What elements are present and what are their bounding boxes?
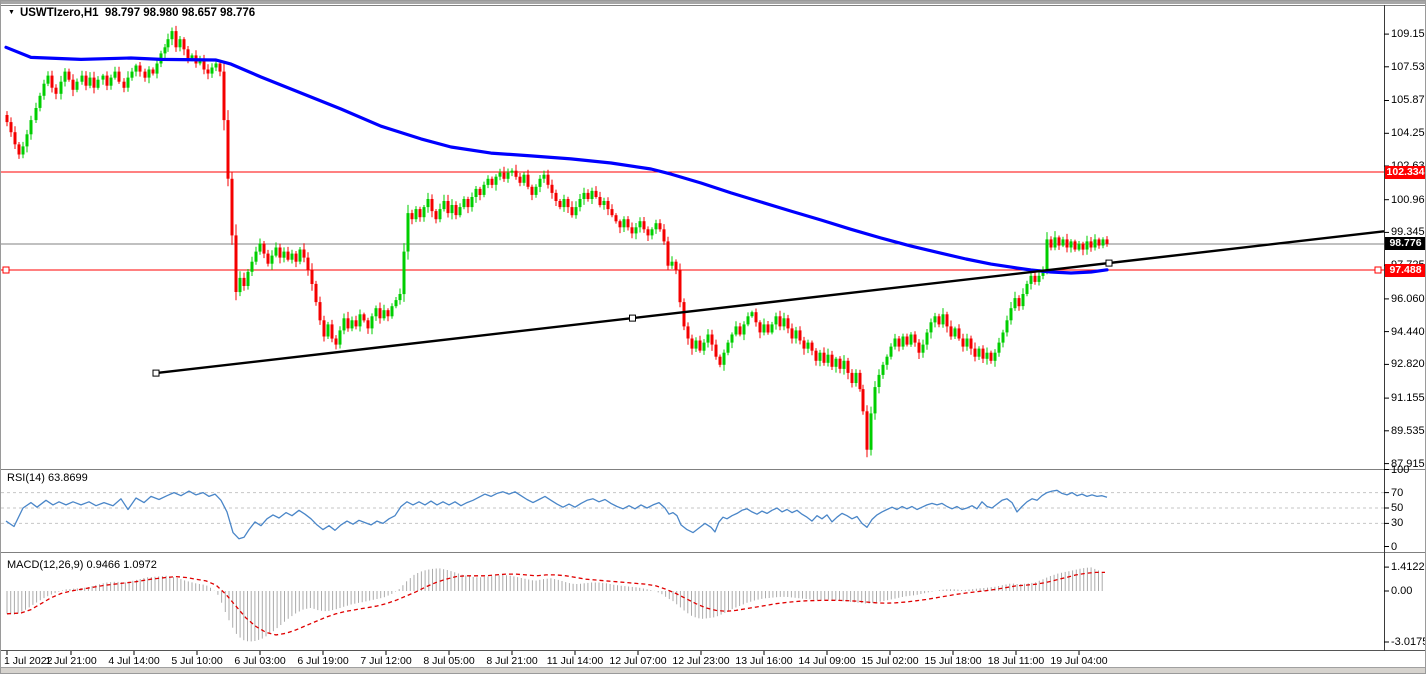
time-tick-label: 6 Jul 19:00 [297, 655, 349, 667]
price-tick-label: 107.535 [1391, 61, 1425, 73]
moving-average-line[interactable] [4, 45, 1109, 275]
macd-signal-line [6, 571, 1105, 636]
time-tick-label: 5 Jul 10:00 [171, 655, 223, 667]
price-tick-label: 94.440 [1391, 326, 1425, 338]
time-tick-label: 6 Jul 03:00 [234, 655, 286, 667]
rsi-line [5, 489, 1108, 540]
candles-layer[interactable] [5, 25, 1109, 458]
symbol-label: USWTIzero,H1 [19, 7, 99, 19]
rsi-scale-label: 0 [1391, 541, 1398, 553]
time-tick-label: 19 Jul 04:00 [1050, 655, 1108, 667]
time-tick-label: 1 Jul 2022 [4, 655, 53, 667]
price-tick-label: 109.155 [1391, 28, 1425, 40]
time-tick-label: 12 Jul 23:00 [672, 655, 730, 667]
horizontal-level-lines[interactable] [1, 171, 1384, 274]
time-tick-label: 14 Jul 09:00 [798, 655, 856, 667]
price-tick-label: 89.535 [1391, 425, 1425, 437]
price-badge-resistance: 102.334 [1385, 166, 1425, 179]
trendline-object[interactable] [152, 230, 1385, 377]
rsi-scale-label: 70 [1391, 487, 1404, 499]
macd-scale-label: 1.4122 [1391, 561, 1425, 573]
time-tick-label: 8 Jul 05:00 [423, 655, 475, 667]
rsi-scale-label: 30 [1391, 517, 1404, 529]
rsi-scale-label: 50 [1391, 502, 1404, 514]
frame-lines [1, 5, 1425, 668]
macd-histogram [6, 567, 1103, 642]
ohlc-values: 98.797 98.980 98.657 98.776 [104, 7, 256, 19]
rsi-scale-label: 100 [1391, 464, 1410, 476]
time-tick-label: 15 Jul 18:00 [924, 655, 982, 667]
time-tick-label: 7 Jul 12:00 [360, 655, 412, 667]
price-tick-label: 105.870 [1391, 94, 1425, 106]
macd-scale-label: 0.00 [1391, 585, 1413, 597]
time-tick-label: 18 Jul 11:00 [987, 655, 1045, 667]
chart-title: ▼ USWTIzero,H1 98.797 98.980 98.657 98.77… [8, 7, 255, 19]
time-tick-label: 1 Jul 21:00 [45, 655, 97, 667]
time-tick-label: 13 Jul 16:00 [735, 655, 793, 667]
price-tick-label: 91.155 [1391, 392, 1425, 404]
rsi-label: RSI(14) 63.8699 [7, 472, 88, 484]
price-tick-label: 87.915 [1391, 458, 1425, 470]
time-tick-label: 8 Jul 21:00 [486, 655, 538, 667]
price-tick-label: 92.820 [1391, 358, 1425, 370]
time-tick-label: 15 Jul 02:00 [861, 655, 919, 667]
macd-scale-label: -3.0175 [1391, 636, 1426, 648]
grid-layer [1, 492, 1384, 524]
time-tick-label: 4 Jul 14:00 [108, 655, 160, 667]
price-badge-support: 97.488 [1385, 264, 1425, 277]
time-tick-label: 11 Jul 14:00 [546, 655, 604, 667]
price-tick-label: 96.060 [1391, 293, 1425, 305]
macd-label: MACD(12,26,9) 0.9466 1.0972 [7, 559, 157, 571]
price-tick-label: 99.345 [1391, 226, 1425, 238]
time-tick-label: 12 Jul 07:00 [609, 655, 667, 667]
price-tick-label: 104.250 [1391, 127, 1425, 139]
price-tick-label: 100.965 [1391, 194, 1425, 206]
symbol-dropdown-icon[interactable]: ▼ [8, 9, 15, 16]
price-badge-current-price: 98.776 [1385, 237, 1425, 250]
